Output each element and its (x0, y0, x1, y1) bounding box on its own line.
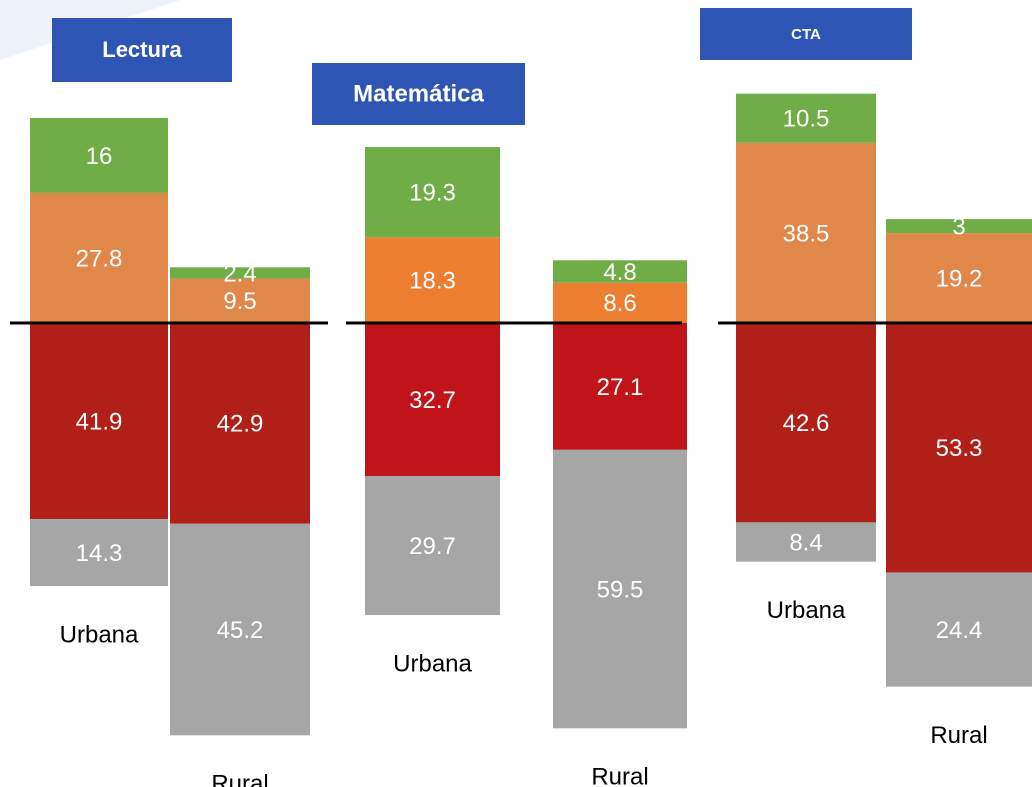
value-label: 8.4 (789, 529, 822, 556)
bar-segment (365, 323, 500, 477)
value-label: 10.5 (783, 106, 830, 133)
value-label: 27.1 (597, 374, 644, 401)
value-label: 38.5 (783, 220, 830, 247)
bar-segment (553, 282, 687, 323)
bar-segment (30, 118, 168, 193)
bar-segment (736, 93, 876, 143)
bar-segment (170, 523, 310, 736)
chart-title: Lectura (102, 37, 182, 62)
value-label: 16 (86, 143, 113, 170)
value-label: 27.8 (76, 245, 123, 272)
category-label: Urbana (60, 621, 139, 648)
bar-segment (886, 219, 1032, 234)
title-box (312, 63, 525, 125)
value-label: 4.8 (603, 259, 636, 286)
value-label: 14.3 (76, 540, 123, 567)
value-label: 29.7 (409, 533, 456, 560)
category-label: Rural (211, 771, 268, 787)
bar-segment (30, 323, 168, 520)
bar-segment (553, 323, 687, 450)
bar-segment (736, 522, 876, 562)
category-label: Urbana (393, 650, 472, 677)
chart-title: CTA (791, 26, 821, 43)
category-label: Rural (930, 722, 987, 749)
value-label: 19.3 (409, 180, 456, 207)
bar-segment (886, 323, 1032, 573)
bar-segment (553, 449, 687, 729)
bar-segment (886, 572, 1032, 687)
value-label: 53.3 (936, 435, 983, 462)
bar-segment (736, 142, 876, 323)
value-label: 24.4 (936, 617, 983, 644)
bar-segment (365, 476, 500, 616)
value-label: 42.9 (217, 411, 264, 438)
bar-segment (170, 323, 310, 524)
value-label: 8.6 (603, 290, 636, 317)
chart-title: Matemática (353, 80, 484, 107)
value-label: 32.7 (409, 387, 456, 414)
title-box (700, 8, 912, 60)
value-label: 9.5 (223, 288, 256, 315)
value-label: 41.9 (76, 408, 123, 435)
bar-segment (365, 237, 500, 323)
value-label: 19.2 (936, 265, 983, 292)
value-label: 3 (952, 213, 965, 240)
bar-segment (170, 278, 310, 323)
bar-segment (365, 147, 500, 238)
value-label: 59.5 (597, 576, 644, 603)
bar-segment (736, 323, 876, 523)
value-label: 2.4 (223, 260, 256, 287)
category-label: Urbana (767, 597, 846, 624)
bar-segment (30, 519, 168, 587)
value-label: 45.2 (217, 617, 264, 644)
bar-segment (170, 267, 310, 279)
value-label: 18.3 (409, 268, 456, 295)
category-label: Rural (591, 764, 648, 787)
bar-segment (30, 192, 168, 323)
value-label: 42.6 (783, 410, 830, 437)
bar-segment (553, 260, 687, 283)
bar-segment (886, 233, 1032, 323)
title-box (52, 18, 232, 82)
